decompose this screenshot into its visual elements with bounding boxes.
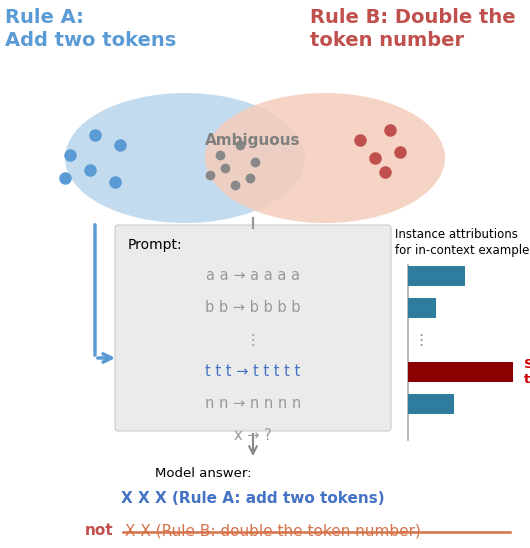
Ellipse shape: [205, 93, 445, 223]
FancyArrow shape: [408, 266, 465, 286]
Text: X X X (Rule A: add two tokens): X X X (Rule A: add two tokens): [121, 491, 385, 506]
Text: ⋮: ⋮: [413, 333, 428, 347]
Text: Instance attributions: Instance attributions: [395, 228, 518, 241]
Text: b b → b b b b: b b → b b b b: [205, 300, 301, 316]
Text: x → ?: x → ?: [234, 429, 272, 443]
Text: Prompt:: Prompt:: [128, 238, 183, 252]
Text: Rule B: Double the
token number: Rule B: Double the token number: [310, 8, 516, 50]
Text: a a → a a a a: a a → a a a a: [206, 269, 300, 283]
FancyArrow shape: [408, 362, 513, 382]
Text: Ambiguous: Ambiguous: [205, 133, 301, 147]
Text: for in-context examples: for in-context examples: [395, 244, 530, 257]
FancyBboxPatch shape: [115, 225, 391, 431]
Text: not: not: [85, 523, 113, 538]
FancyArrow shape: [408, 394, 454, 414]
Text: ⋮: ⋮: [246, 333, 260, 347]
Text: X X (Rule B: double the token number): X X (Rule B: double the token number): [125, 523, 421, 538]
FancyArrow shape: [408, 298, 436, 318]
Text: Rule A:
Add two tokens: Rule A: Add two tokens: [5, 8, 176, 50]
Text: Model answer:: Model answer:: [155, 467, 252, 480]
Text: t t t → t t t t t: t t t → t t t t t: [206, 364, 301, 380]
Text: Should be
the highest: Should be the highest: [525, 357, 530, 386]
Ellipse shape: [65, 93, 305, 223]
Text: n n → n n n n: n n → n n n n: [205, 397, 301, 412]
